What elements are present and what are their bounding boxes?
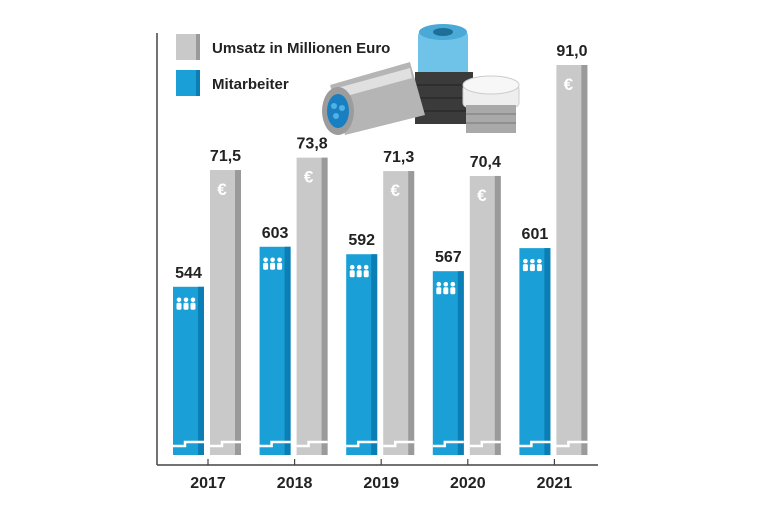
people-icon — [176, 297, 196, 310]
data-label: 601 — [522, 226, 549, 243]
euro-icon: € — [304, 168, 314, 187]
data-label: 91,0 — [556, 43, 587, 60]
x-tick-label: 2017 — [190, 475, 226, 492]
data-label: 71,3 — [383, 149, 414, 166]
data-label: 71,5 — [210, 148, 241, 165]
x-tick-label: 2020 — [450, 475, 486, 492]
bar-revenue-2020 — [469, 175, 501, 455]
bar-revenue-2021 — [556, 65, 588, 455]
data-label: 73,8 — [297, 136, 328, 153]
people-icon — [522, 258, 542, 272]
euro-icon: € — [217, 180, 227, 199]
data-label: 603 — [262, 225, 289, 242]
bar-revenue-2018 — [296, 157, 328, 456]
euro-icon: € — [564, 75, 574, 94]
data-label: 567 — [435, 249, 462, 266]
euro-icon: € — [390, 181, 400, 200]
bar-employees-2018 — [259, 246, 291, 455]
people-icon — [263, 257, 283, 270]
bar-employees-2020 — [432, 271, 464, 455]
x-tick-label: 2018 — [277, 475, 313, 492]
legend: Umsatz in Millionen Euro Mitarbeiter — [176, 34, 390, 96]
people-icon — [349, 264, 369, 278]
bar-employees-2017 — [173, 286, 204, 455]
bar-revenue-2017 — [210, 170, 241, 455]
bar-employees-2021 — [519, 248, 551, 455]
legend-label-employees: Mitarbeiter — [212, 76, 289, 93]
x-tick-label: 2019 — [363, 475, 399, 492]
euro-icon: € — [477, 186, 487, 205]
bar-employees-2019 — [346, 254, 378, 455]
product-image — [322, 24, 520, 135]
x-tick-label: 2021 — [537, 475, 573, 492]
data-label: 70,4 — [470, 154, 501, 171]
data-label: 544 — [175, 265, 202, 282]
legend-label-revenue: Umsatz in Millionen Euro — [212, 40, 390, 57]
data-label: 592 — [348, 232, 375, 249]
bar-revenue-2019 — [383, 171, 415, 456]
people-icon — [436, 281, 456, 295]
